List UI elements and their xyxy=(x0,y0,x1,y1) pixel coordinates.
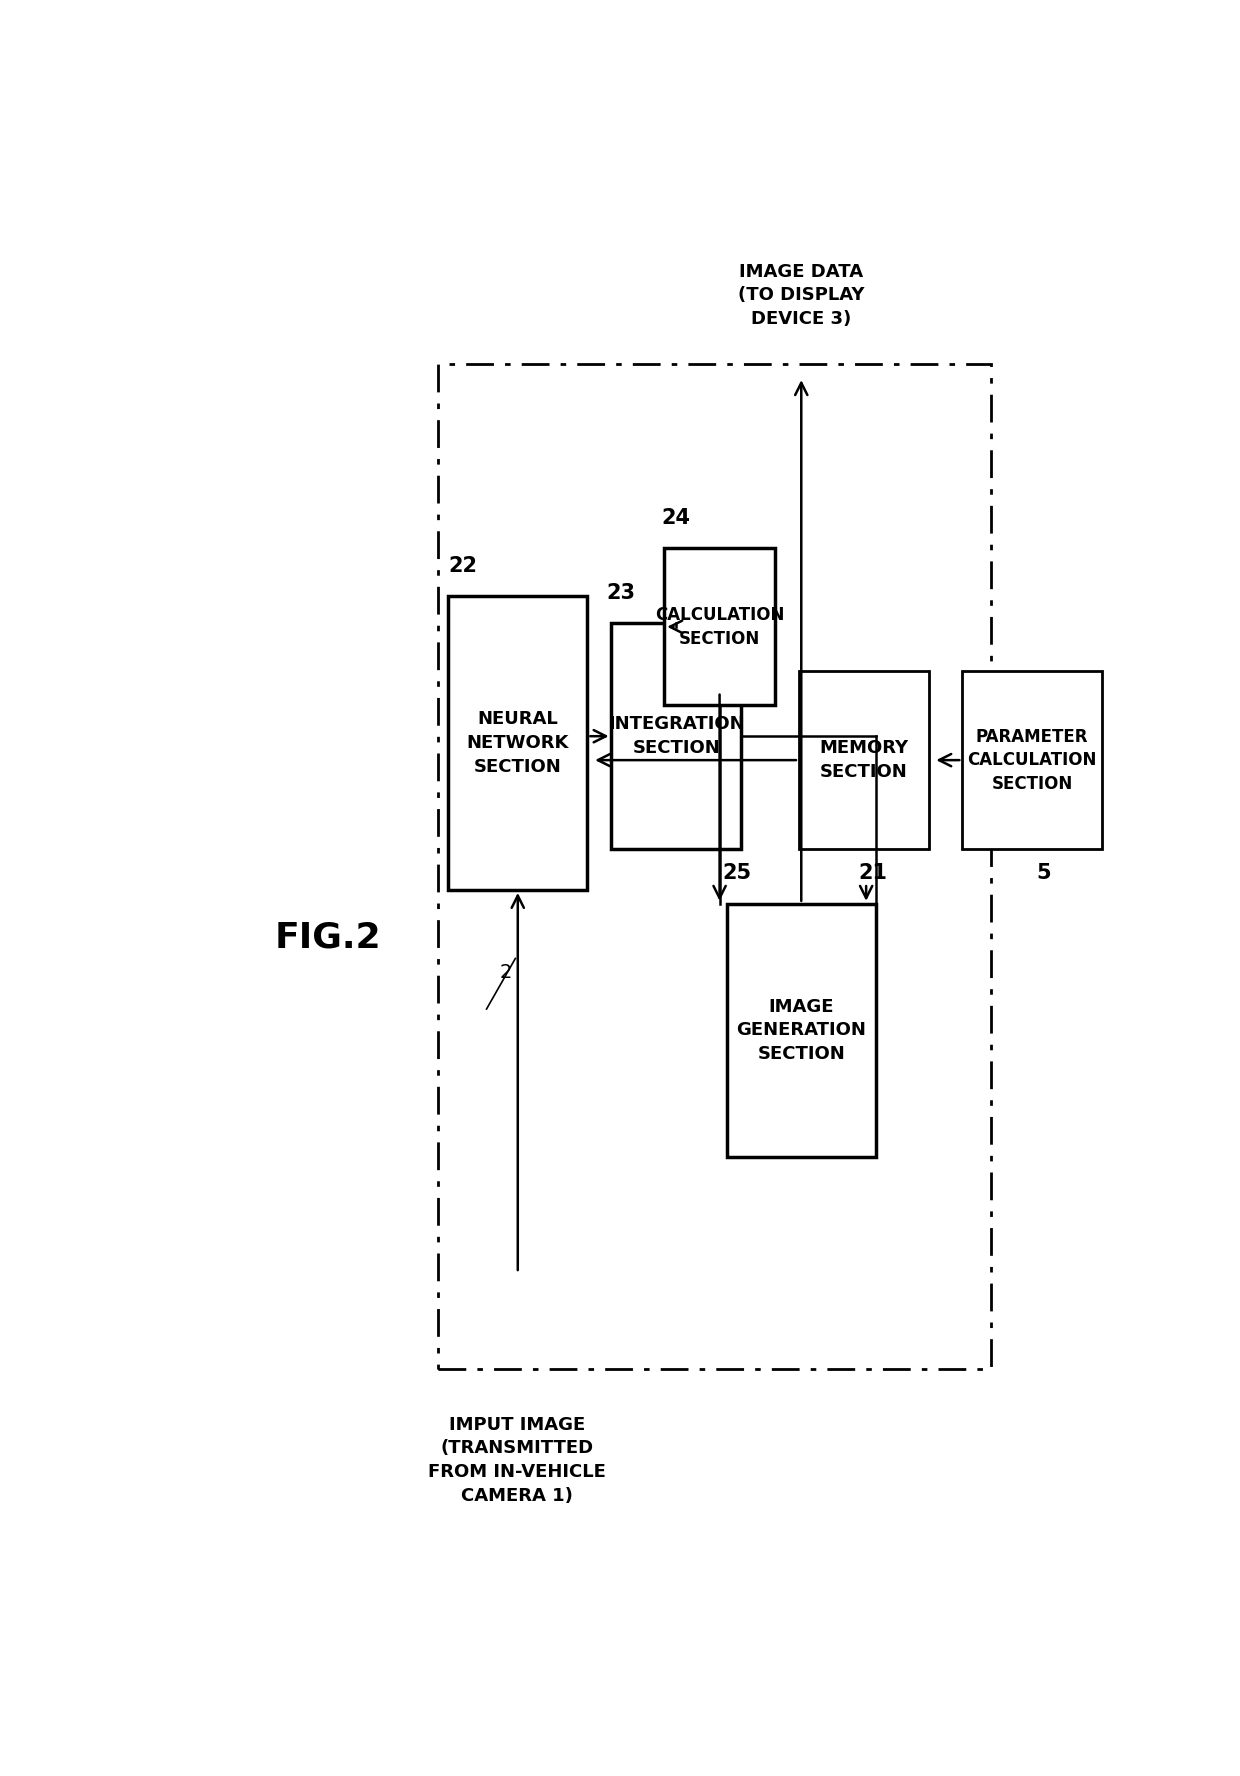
Text: 24: 24 xyxy=(661,508,691,527)
Text: 22: 22 xyxy=(448,556,477,575)
Text: 23: 23 xyxy=(606,583,636,602)
Text: 25: 25 xyxy=(722,863,751,883)
Text: 2: 2 xyxy=(500,963,512,982)
Bar xyxy=(439,364,991,1369)
Text: MEMORY
SECTION: MEMORY SECTION xyxy=(820,739,908,781)
Bar xyxy=(962,671,1101,849)
Bar xyxy=(448,597,588,890)
Bar xyxy=(727,904,875,1156)
Text: FIG.2: FIG.2 xyxy=(275,922,381,955)
Text: NEURAL
NETWORK
SECTION: NEURAL NETWORK SECTION xyxy=(466,710,569,776)
Text: IMAGE DATA
(TO DISPLAY
DEVICE 3): IMAGE DATA (TO DISPLAY DEVICE 3) xyxy=(738,263,864,329)
Text: 21: 21 xyxy=(858,863,888,883)
Bar xyxy=(665,549,775,705)
Text: INTEGRATION
SECTION: INTEGRATION SECTION xyxy=(608,716,745,757)
Text: IMAGE
GENERATION
SECTION: IMAGE GENERATION SECTION xyxy=(737,998,867,1062)
Text: PARAMETER
CALCULATION
SECTION: PARAMETER CALCULATION SECTION xyxy=(967,728,1096,792)
Text: IMPUT IMAGE
(TRANSMITTED
FROM IN-VEHICLE
CAMERA 1): IMPUT IMAGE (TRANSMITTED FROM IN-VEHICLE… xyxy=(428,1415,606,1504)
Text: 5: 5 xyxy=(1037,863,1050,883)
Text: CALCULATION
SECTION: CALCULATION SECTION xyxy=(655,606,784,648)
Bar xyxy=(611,623,742,849)
Bar xyxy=(799,671,929,849)
